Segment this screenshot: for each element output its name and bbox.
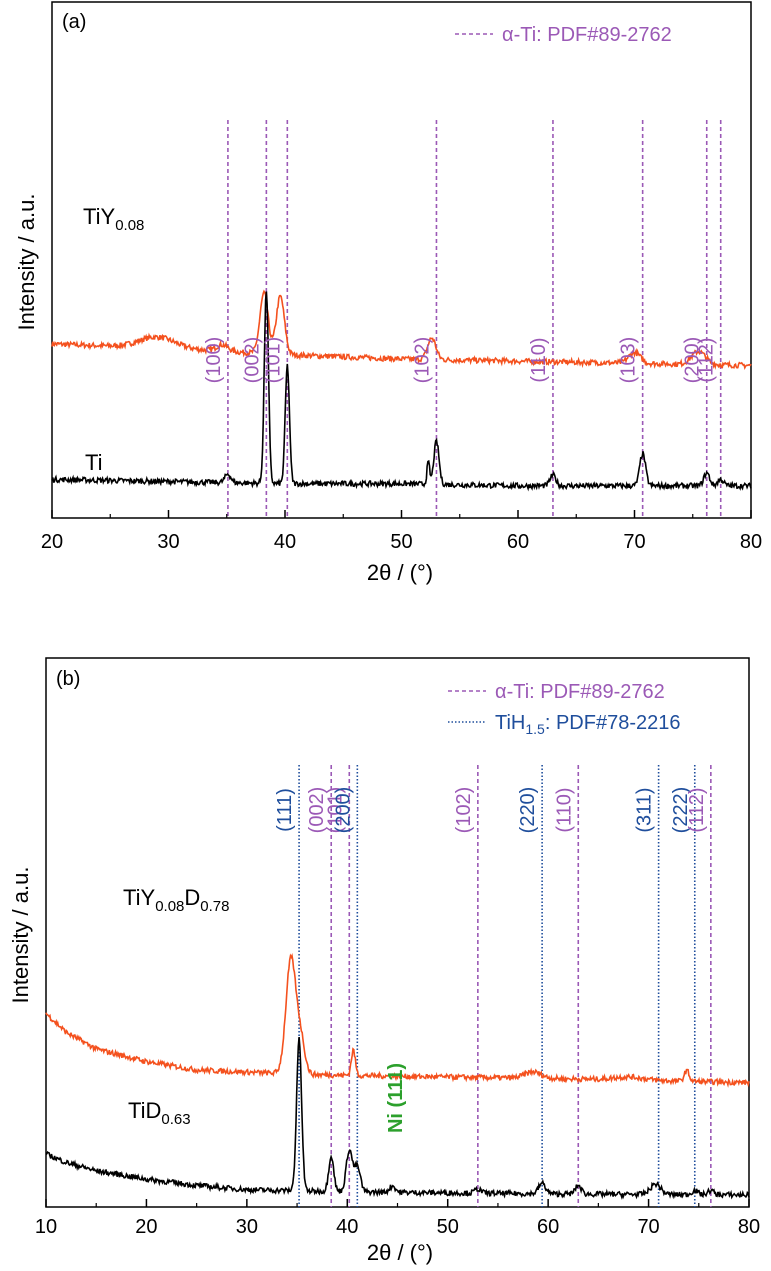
panel-a-xtick-label-4: 60: [507, 531, 529, 553]
panel-b-legend-label-tih-sub: 1.5: [525, 721, 545, 737]
panel-a-ref-label-5: (103): [618, 337, 640, 384]
panel-a-ref-label-6: (200): [682, 337, 704, 384]
panel-b-series-label-tiyd-sub2: 0.78: [200, 898, 229, 915]
panel-a-legend: α-Ti: PDF#89-2762: [455, 24, 672, 46]
panel-b-legend-label-tih: TiH1.5: PDF#78-2216: [495, 712, 680, 737]
panel-a-legend-label-alpha: α-Ti: PDF#89-2762: [502, 24, 672, 46]
panel-a-xtick-label-1: 30: [157, 531, 179, 553]
panel-b-label: (b): [56, 668, 80, 690]
panel-b-legend-label-tih-main: TiH: [495, 712, 525, 734]
panel-a-plot-frame: [51, 1, 752, 519]
panel-b-ref-label-5: (220): [517, 787, 539, 834]
panel-a-ref-label-1: (002): [241, 337, 263, 384]
panel-b-ref-label-3: (200): [332, 787, 354, 834]
panel-b-legend: α-Ti: PDF#89-2762 TiH1.5: PDF#78-2216: [448, 681, 680, 737]
panel-b-series-label-tid-sub: 0.63: [161, 1111, 190, 1128]
panel-a-xlabel: 2θ / (°): [367, 560, 433, 585]
panel-b-series-label-tid: TiD0.63: [128, 1098, 191, 1128]
panel-b-ref-label-0: (111): [274, 788, 296, 832]
panel-b-ref-label-4: (102): [453, 787, 475, 834]
panel-a-xtick-label-6: 80: [740, 531, 762, 553]
panel-a-xtick-label-3: 50: [390, 531, 412, 553]
panel-b-series-1: [45, 1037, 750, 1200]
panel-b-xtick-label-7: 80: [738, 1216, 760, 1238]
panel-b-series-label-tiyd: TiY0.08D0.78: [123, 885, 229, 915]
panel-b-ref-label-8: (222): [670, 787, 692, 834]
panel-a-ylabel: Intensity / a.u.: [14, 194, 39, 331]
panel-a-ref-label-0: (100): [203, 337, 225, 384]
panel-b-ref-label-7: (311): [634, 787, 656, 832]
panel-a-series-label-tiy: TiY0.08: [83, 204, 144, 234]
panel-b-xtick-label-2: 30: [236, 1216, 258, 1238]
panel-a-xtick-label-5: 70: [623, 531, 645, 553]
panel-a-ref-label-7: (112): [696, 337, 718, 382]
panel-b-ni-annotation: Ni (111): [385, 1063, 407, 1133]
panel-b-legend-label-alpha: α-Ti: PDF#89-2762: [495, 681, 665, 703]
panel-a-label: (a): [62, 11, 86, 33]
panel-a-series-label-ti: Ti: [85, 450, 103, 475]
panel-b-ref-label-9: (112): [686, 787, 708, 832]
panel-a-series-1: [51, 291, 752, 492]
panel-b-series-0: [45, 953, 750, 1088]
panel-b-series-label-tiyd-main: TiY: [123, 885, 156, 910]
panel-a-ref-label-4: (110): [528, 337, 550, 382]
panel-b-xtick-label-5: 60: [537, 1216, 559, 1238]
panel-b-ylabel: Intensity / a.u.: [8, 867, 33, 1004]
panel-b-series-label-tiyd-main2: D: [184, 885, 200, 910]
panel-a-series-0: [51, 289, 752, 370]
panel-b: 10 20 30 40 50 60 70 80 (111) (002)(101)(200) (10…: [8, 657, 760, 1265]
panel-b-series-label-tid-main: TiD: [128, 1098, 161, 1123]
panel-a: 20 30 40 50 60 70 80 (100) (002)(101) (102) (110)…: [14, 1, 762, 585]
panel-b-xtick-label-1: 20: [135, 1216, 157, 1238]
panel-b-xlabel: 2θ / (°): [367, 1240, 433, 1265]
panel-b-series-label-tiyd-sub: 0.08: [155, 898, 184, 915]
panel-a-ref-label-2: (101): [262, 337, 284, 384]
panel-a-xtick-label-2: 40: [274, 531, 296, 553]
panel-b-xtick-label-3: 40: [336, 1216, 358, 1238]
panel-b-xtick-label-0: 10: [35, 1216, 57, 1238]
panel-a-series-label-tiy-sub: 0.08: [115, 217, 144, 234]
panel-b-xtick-label-6: 70: [637, 1216, 659, 1238]
panel-b-legend-label-tih-rest: : PDF#78-2216: [545, 712, 681, 734]
panel-a-series-label-tiy-main: TiY: [83, 204, 116, 229]
panel-a-xtick-label-0: 20: [41, 531, 63, 553]
panel-b-ref-label-2: (101): [324, 787, 346, 834]
panel-b-xtick-label-4: 50: [437, 1216, 459, 1238]
panel-b-ref-label-1: (002): [306, 787, 328, 834]
panel-a-ref-label-3: (102): [411, 337, 433, 384]
panel-b-ref-label-6: (110): [553, 787, 575, 832]
